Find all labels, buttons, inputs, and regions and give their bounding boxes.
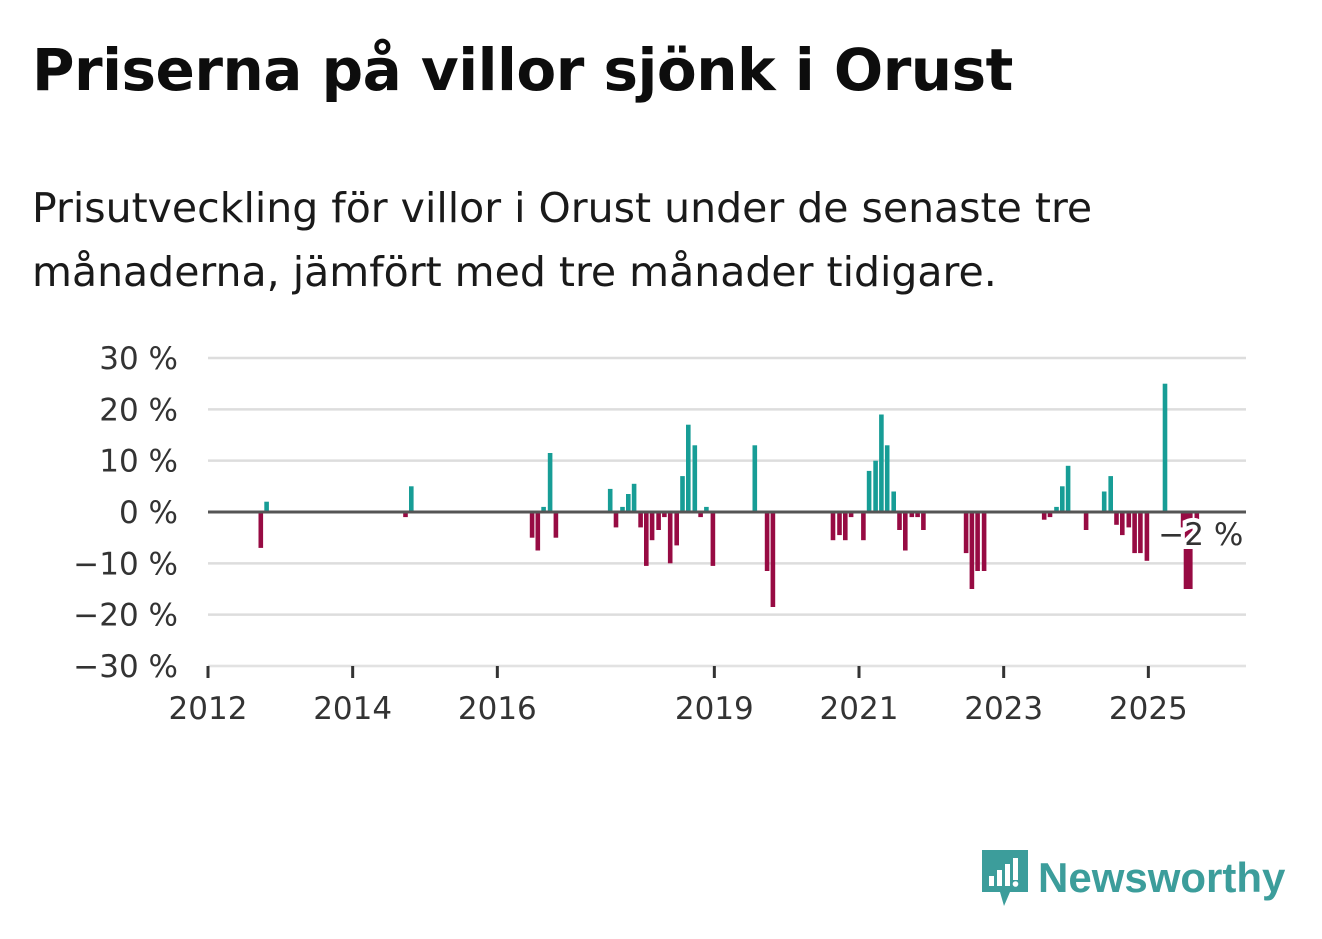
x-tick-label: 2019 [675, 691, 754, 727]
bar [1060, 486, 1065, 512]
bar [903, 512, 908, 551]
bar [866, 470, 872, 512]
bar [848, 512, 854, 518]
bar [409, 486, 414, 512]
bar [258, 512, 264, 548]
bar [891, 491, 896, 512]
bar [981, 512, 987, 571]
bar [656, 512, 661, 530]
bar [1108, 476, 1113, 512]
x-tick-label: 2014 [313, 691, 392, 727]
y-tick-label: −10 % [73, 546, 178, 582]
newsworthy-logo-icon [982, 850, 1028, 906]
bar [884, 445, 890, 512]
bar [963, 512, 969, 554]
bar [638, 512, 643, 528]
bar [897, 512, 902, 530]
bar [1144, 512, 1150, 561]
bar [975, 512, 980, 571]
bar [1041, 512, 1047, 520]
bar [704, 506, 709, 512]
bar [1183, 512, 1189, 589]
x-tick-label: 2025 [1109, 691, 1188, 727]
bar [770, 512, 776, 607]
bar [837, 512, 842, 536]
bar [698, 512, 703, 518]
bar [1065, 465, 1071, 512]
y-axis-ticks: 30 % 20 % 10 % 0 % −10 % −20 % −30 % [73, 341, 178, 685]
chart-title: Priserna på villor sjönk i Orust [32, 36, 1013, 104]
bar [631, 483, 637, 512]
bar [403, 512, 408, 518]
bar [529, 512, 535, 538]
bar [649, 512, 655, 541]
bar [1083, 512, 1089, 530]
x-tick-label: 2023 [964, 691, 1043, 727]
y-tick-label: 10 % [99, 444, 178, 480]
bar [1120, 512, 1125, 536]
x-tick-label: 2021 [820, 691, 899, 727]
bar [1047, 512, 1053, 518]
chart-subtitle: Prisutveckling för villor i Orust under … [32, 184, 1093, 296]
bar [921, 512, 926, 530]
bar [686, 424, 691, 512]
bar [1180, 512, 1186, 528]
bar [1114, 512, 1119, 525]
bar [830, 512, 836, 541]
bar [909, 512, 915, 518]
y-tick-label: 20 % [99, 392, 178, 428]
bar [680, 476, 685, 512]
bar [1194, 512, 1200, 523]
annotation-label: −2 % [1158, 517, 1243, 553]
y-tick-label: 0 % [119, 495, 178, 531]
brand-name: Newsworthy [1038, 854, 1286, 901]
bar [644, 512, 649, 566]
bar [662, 512, 667, 518]
bar [1138, 512, 1143, 554]
bars [208, 383, 1246, 607]
bar [541, 506, 546, 512]
x-tick-label: 2012 [169, 691, 248, 727]
bar [674, 512, 679, 546]
bar [1054, 506, 1059, 512]
bar [620, 506, 625, 512]
bar [692, 445, 698, 512]
bar [1162, 383, 1168, 512]
bar [764, 512, 770, 571]
bar [1188, 512, 1193, 589]
x-tick-label: 2016 [458, 691, 537, 727]
bar [535, 512, 541, 551]
bar [1126, 512, 1132, 528]
bar [861, 512, 866, 541]
bar-chart: 30 %20 %10 %0 %−10 %−20 %−30 % 2012 2014 2… [73, 341, 1247, 727]
bar [626, 494, 631, 512]
bar [710, 512, 716, 566]
bar [873, 460, 878, 512]
bar [553, 512, 559, 538]
y-tick-label: 30 % [99, 341, 178, 377]
bar [607, 488, 613, 512]
y-tick-label: −30 % [73, 649, 178, 685]
y-tick-label: −20 % [73, 598, 178, 634]
bar [264, 501, 269, 512]
bar [752, 445, 758, 512]
x-axis: 2012 2014 2016 2019 2021 2023 2025 [169, 665, 1246, 727]
bar [915, 512, 920, 518]
bar [1132, 512, 1137, 554]
bar [1101, 491, 1107, 512]
brand-logo: Newsworthy [980, 848, 1285, 908]
bar [969, 512, 975, 589]
bar [613, 512, 619, 528]
annotation: −2 % [1154, 513, 1247, 557]
bar [879, 414, 884, 512]
bar [843, 512, 848, 541]
bar [547, 453, 553, 512]
bar [667, 512, 673, 564]
